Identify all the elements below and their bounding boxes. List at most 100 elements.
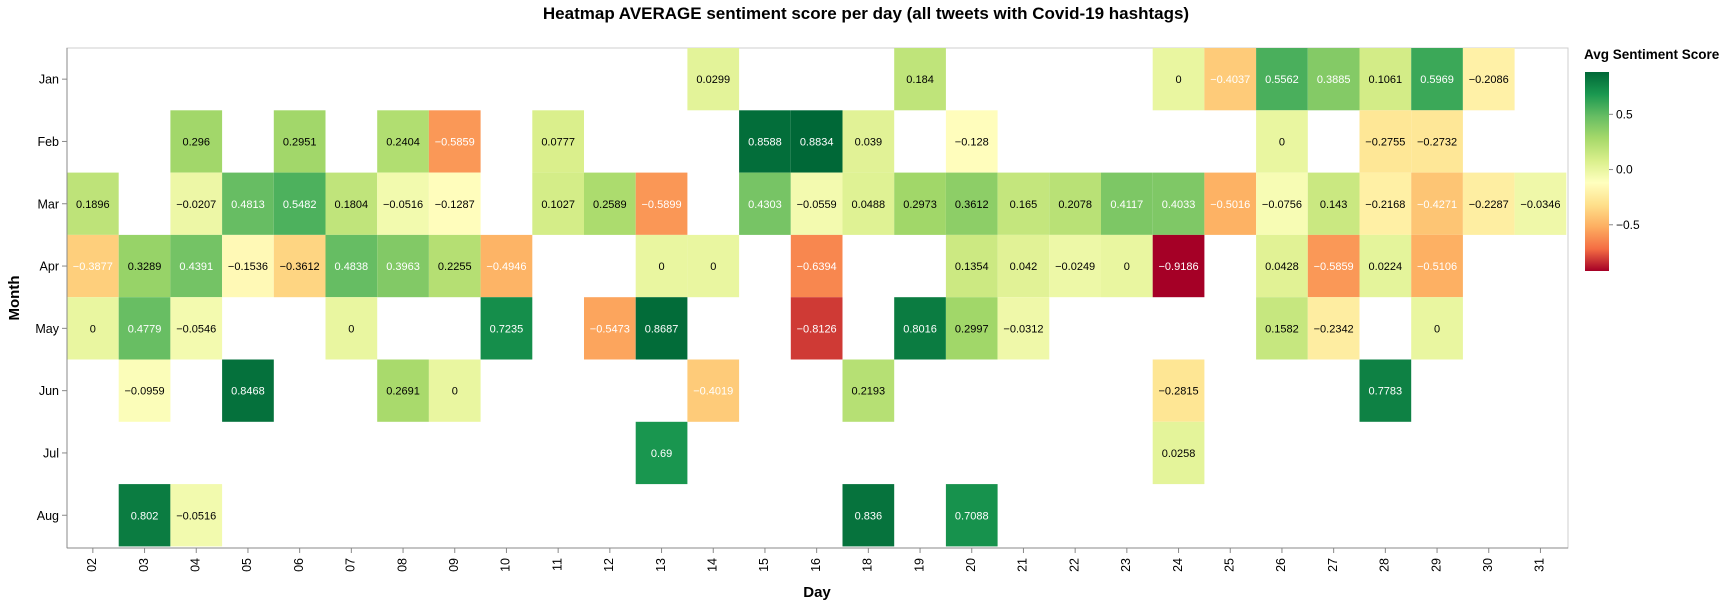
heatmap-cell-rect xyxy=(532,172,584,235)
heatmap-cell: 0 xyxy=(67,297,119,360)
x-axis-ticks: 02 03 04 05 06 07 08 09 10 11 12 13 14 15 16 18 19 20 21 22… xyxy=(85,548,1547,572)
heatmap-cell-label: −0.0207 xyxy=(176,199,216,211)
heatmap-cell-rect xyxy=(945,110,998,173)
heatmap-cell-rect xyxy=(635,421,688,485)
heatmap-cell-label: −0.5473 xyxy=(590,323,630,335)
heatmap-cell-rect xyxy=(377,172,429,235)
heatmap-cell: 0.2589 xyxy=(584,172,636,235)
heatmap-cell: −0.8126 xyxy=(790,297,843,360)
heatmap-cell: −0.2342 xyxy=(1307,297,1360,360)
legend-color-bar xyxy=(1585,72,1609,271)
heatmap-cell: −0.1287 xyxy=(428,172,481,235)
heatmap-cell-rect xyxy=(945,484,998,547)
x-tick-label: 08 xyxy=(395,558,409,572)
heatmap-cell: 0.3885 xyxy=(1307,48,1360,111)
heatmap-cell-rect xyxy=(222,359,274,422)
heatmap-cell-rect xyxy=(1359,48,1412,111)
heatmap-cell-label: −0.0516 xyxy=(383,199,423,211)
heatmap-cell: 0.4391 xyxy=(170,234,223,298)
heatmap-cell: −0.0312 xyxy=(997,297,1050,360)
heatmap-cell-rect xyxy=(894,172,946,235)
heatmap-cell-label: −0.5859 xyxy=(1314,261,1354,273)
heatmap-cell-label: 0.69 xyxy=(651,448,672,460)
heatmap-cell: 0.2951 xyxy=(273,110,326,173)
heatmap-cell-label: −0.3612 xyxy=(280,261,320,273)
heatmap-cell-label: 0.4779 xyxy=(128,323,162,335)
heatmap-cell-rect xyxy=(222,234,274,298)
heatmap-cell: 0.836 xyxy=(842,484,895,547)
heatmap-cell-label: −0.5859 xyxy=(435,136,475,148)
legend-title: Avg Sentiment Score xyxy=(1584,47,1720,62)
heatmap-cell-rect xyxy=(635,172,688,235)
heatmap-cell: 0.2193 xyxy=(842,359,895,422)
heatmap-cell-label: 0.7088 xyxy=(955,510,989,522)
heatmap-cell-label: 0.0258 xyxy=(1162,448,1196,460)
heatmap-cell-rect xyxy=(894,297,946,360)
heatmap-cell-rect xyxy=(790,234,843,298)
heatmap-cell: 0.0258 xyxy=(1152,421,1205,485)
heatmap-cell: −0.3877 xyxy=(67,234,119,298)
heatmap-cell-rect xyxy=(428,172,481,235)
heatmap-cell: −0.2755 xyxy=(1359,110,1412,173)
heatmap-cell-label: 0.4033 xyxy=(1162,199,1196,211)
heatmap-cell-label: 0.4813 xyxy=(231,199,265,211)
heatmap-cell-label: −0.2815 xyxy=(1159,386,1199,398)
heatmap-cell-rect xyxy=(1101,234,1153,298)
heatmap-cell: −0.0559 xyxy=(790,172,843,235)
x-tick-label: 11 xyxy=(550,558,564,571)
heatmap-cell: 0 xyxy=(325,297,378,360)
heatmap-cell-label: −0.4037 xyxy=(1210,74,1250,86)
heatmap-cell: −0.5016 xyxy=(1204,172,1257,235)
heatmap-cell: 0.042 xyxy=(997,234,1050,298)
heatmap-cell-rect xyxy=(118,484,171,547)
x-tick-label: 13 xyxy=(654,558,668,572)
heatmap-cell: −0.5473 xyxy=(584,297,636,360)
x-tick-label: 30 xyxy=(1481,558,1495,572)
x-tick-label: 31 xyxy=(1533,558,1547,572)
heatmap-cell-label: 0.042 xyxy=(1010,261,1038,273)
heatmap-cell-rect xyxy=(532,110,584,173)
heatmap-cell-rect xyxy=(584,297,636,360)
heatmap-cell-label: 0.8687 xyxy=(645,323,679,335)
heatmap-cell: 0.2078 xyxy=(1049,172,1101,235)
heatmap-cell: −0.2168 xyxy=(1359,172,1412,235)
heatmap-cell-label: 0.0299 xyxy=(696,74,730,86)
heatmap-cell-rect xyxy=(1359,110,1412,173)
heatmap-cell: 0.8834 xyxy=(790,110,843,173)
heatmap-cell-label: 0.5969 xyxy=(1420,74,1454,86)
heatmap-cell: 0.2691 xyxy=(377,359,429,422)
heatmap-cell-label: 0.2997 xyxy=(955,323,989,335)
chart-title: Heatmap AVERAGE sentiment score per day … xyxy=(543,4,1189,23)
heatmap-cell: 0.8588 xyxy=(739,110,791,173)
heatmap-cell-label: 0.0488 xyxy=(852,199,886,211)
heatmap-cell: 0.802 xyxy=(118,484,171,547)
heatmap-cell: 0.2973 xyxy=(894,172,946,235)
heatmap-cell: 0.184 xyxy=(894,48,946,111)
x-tick-label: 02 xyxy=(85,558,99,572)
heatmap-cell-rect xyxy=(480,234,533,298)
heatmap-cell: 0.2404 xyxy=(377,110,429,173)
heatmap-cell-rect xyxy=(1411,48,1463,111)
heatmap-cell-label: −0.2732 xyxy=(1417,136,1457,148)
heatmap-cell-rect xyxy=(170,484,223,547)
heatmap-cell-label: −0.0559 xyxy=(797,199,837,211)
heatmap-cell: −0.0959 xyxy=(118,359,171,422)
heatmap-cell-rect xyxy=(635,234,688,298)
heatmap-cell-label: 0.3963 xyxy=(386,261,420,273)
heatmap-cell-label: 0 xyxy=(90,323,96,335)
heatmap-cell: 0.039 xyxy=(842,110,895,173)
heatmap-cell-rect xyxy=(273,110,326,173)
heatmap-cell-rect xyxy=(1359,172,1412,235)
heatmap-cell-rect xyxy=(325,172,378,235)
x-tick-label: 26 xyxy=(1274,558,1288,572)
heatmap-cell-label: 0.8834 xyxy=(800,136,834,148)
heatmap-cell-label: −0.128 xyxy=(955,136,989,148)
heatmap-cell-label: 0.1582 xyxy=(1265,323,1299,335)
heatmap-cell-rect xyxy=(118,234,171,298)
x-tick-label: 12 xyxy=(602,558,616,572)
y-tick-label: Jul xyxy=(43,446,59,460)
heatmap-cell-label: 0.8016 xyxy=(903,323,937,335)
heatmap-cell-rect xyxy=(222,172,274,235)
heatmap-cell: −0.4037 xyxy=(1204,48,1257,111)
heatmap-cell-label: 0 xyxy=(1279,136,1285,148)
